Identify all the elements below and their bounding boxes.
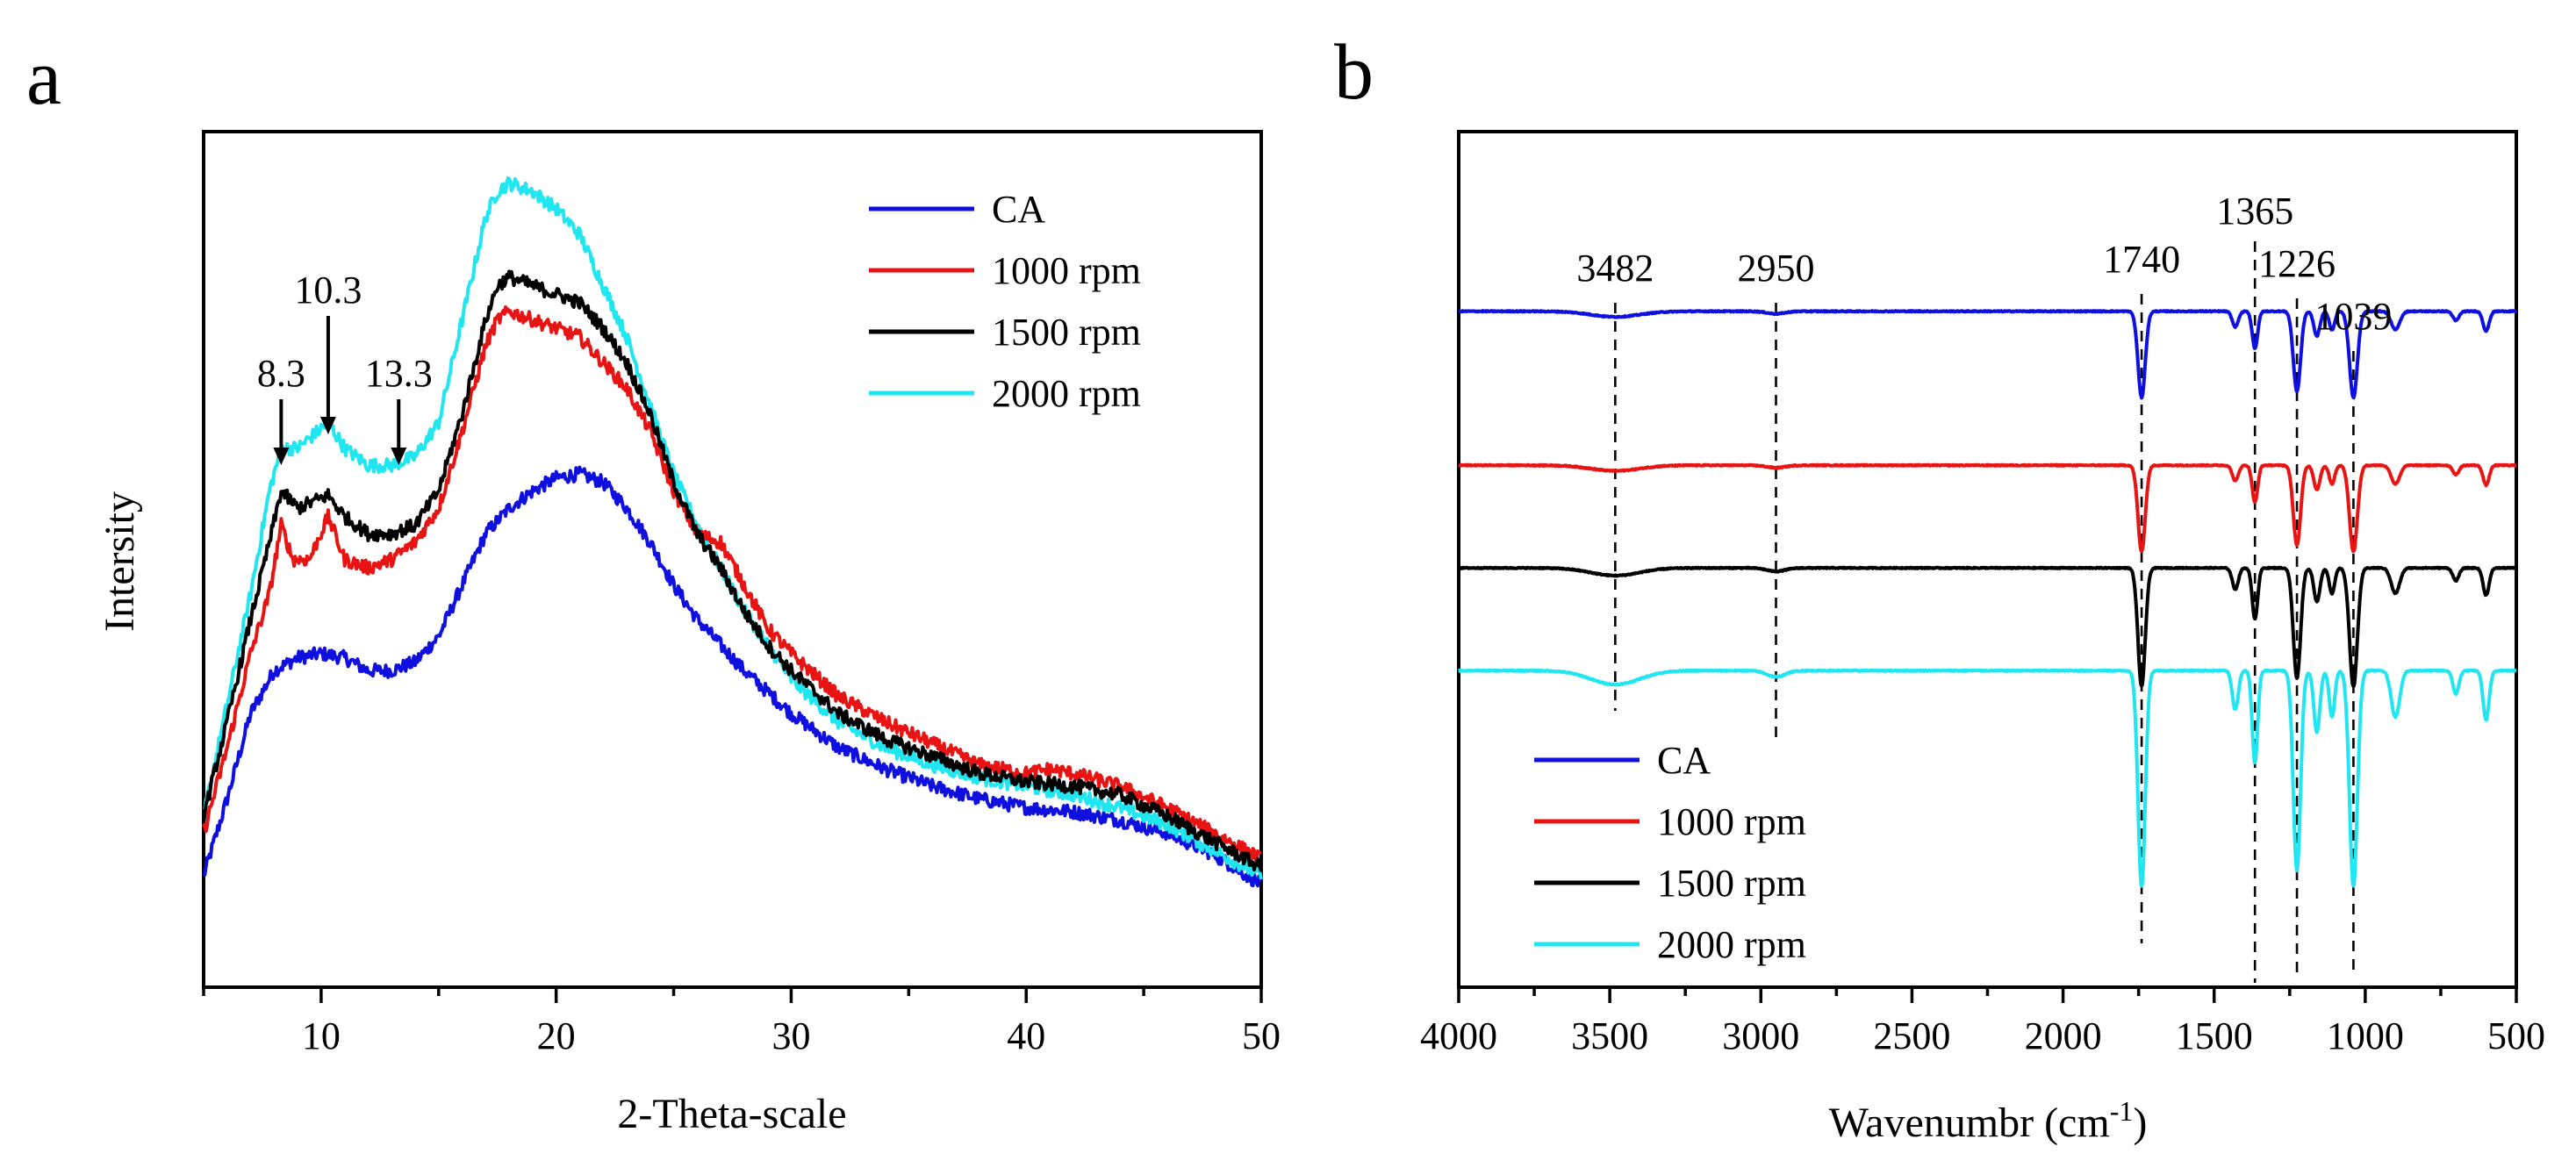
- panel-a: a 10 20 30 40 50 8.3 10.313.3 2-Theta-scale I…: [26, 34, 1281, 1137]
- b-series-2000-rpm: [1457, 668, 2518, 888]
- a-series-ca: [202, 465, 1263, 888]
- panel-a-label: a: [26, 34, 61, 121]
- b-series-1000-rpm: [1457, 462, 2518, 554]
- b-legend-label-1000-rpm: 1000 rpm: [1657, 800, 1806, 843]
- b-xtick-label-3000: 3000: [1722, 1014, 1799, 1057]
- b-peak-label-2950: 2950: [1738, 247, 1815, 290]
- a-series-1500-rpm: [202, 269, 1263, 872]
- b-legend-label-2000-rpm: 2000 rpm: [1657, 923, 1806, 966]
- b-xtick-label-2000: 2000: [2025, 1014, 2102, 1057]
- a-xtick-label-30: 30: [771, 1014, 810, 1057]
- panel-b-ticks: [1457, 987, 2518, 1003]
- a-legend-label-1000-rpm: 1000 rpm: [992, 249, 1141, 292]
- a-arrow-head-8-3: [273, 448, 290, 465]
- b-xtick-label-2500: 2500: [1873, 1014, 1950, 1057]
- a-series-1000-rpm: [202, 305, 1262, 863]
- a-xtick-label-50: 50: [1242, 1014, 1281, 1057]
- a-peak-label-10-3: 10.3: [294, 269, 362, 312]
- panel-a-ylabel: Intersity: [97, 491, 143, 632]
- a-xtick-label-20: 20: [537, 1014, 576, 1057]
- a-xtick-label-10: 10: [302, 1014, 341, 1057]
- panel-a-frame: [202, 130, 1263, 989]
- panel-b-xlabel-close: ): [2133, 1100, 2147, 1146]
- panel-a-tick-labels: 10 20 30 40 50: [302, 1014, 1281, 1057]
- b-xtick-label-1500: 1500: [2176, 1014, 2253, 1057]
- b-xtick-label-3500: 3500: [1571, 1014, 1648, 1057]
- panel-a-xlabel: 2-Theta-scale: [617, 1091, 846, 1137]
- a-peak-label-13-3: 13.3: [365, 352, 433, 395]
- a-series-2000-rpm: [203, 176, 1263, 880]
- panel-a-legend: CA 1000 rpm 1500 rpm 2000 rpm: [869, 188, 1141, 415]
- panel-b-peak-labels: 3482 2950 1740 1365 1226 1039: [1576, 190, 2392, 338]
- b-legend-label-1500-rpm: 1500 rpm: [1657, 862, 1806, 905]
- a-peak-label-8-3: 8.3: [257, 352, 305, 395]
- a-legend-label-1500-rpm: 1500 rpm: [992, 311, 1141, 354]
- b-xtick-label-4000: 4000: [1420, 1014, 1497, 1057]
- panel-a-peak-arrows: 8.3 10.313.3: [257, 269, 433, 465]
- panel-b-xlabel-main: Wavenumbr (cm: [1829, 1100, 2110, 1146]
- b-series-1500-rpm: [1457, 565, 2518, 688]
- panel-b-label: b: [1334, 29, 1374, 116]
- b-series-ca: [1457, 309, 2518, 400]
- panel-a-ticks: [202, 987, 1263, 1003]
- panel-b-xlabel: Wavenumbr (cm-1): [1829, 1095, 2148, 1146]
- b-peak-label-1365: 1365: [2216, 190, 2293, 233]
- a-arrow-head-10-3: [319, 417, 336, 434]
- b-legend-label-ca: CA: [1657, 739, 1711, 782]
- panel-a-series: [202, 176, 1263, 888]
- a-xtick-label-40: 40: [1007, 1014, 1045, 1057]
- panel-b-legend: CA 1000 rpm 1500 rpm 2000 rpm: [1534, 739, 1806, 966]
- a-legend-label-ca: CA: [992, 188, 1045, 231]
- b-peak-label-1740: 1740: [2103, 238, 2180, 281]
- b-xtick-label-1000: 1000: [2327, 1014, 2404, 1057]
- b-peak-label-3482: 3482: [1576, 247, 1654, 290]
- panel-b: b 4000 3500 3000 2500 2000 1500 1000 500 3482 29…: [1334, 29, 2545, 1146]
- b-peak-label-1226: 1226: [2258, 242, 2336, 285]
- panel-b-series: [1457, 309, 2518, 888]
- panel-b-xlabel-sup: -1: [2110, 1095, 2134, 1127]
- panel-b-tick-labels: 4000 3500 3000 2500 2000 1500 1000 500: [1420, 1014, 2545, 1057]
- a-arrow-head-13-3: [391, 448, 407, 465]
- b-peak-label-1039: 1039: [2314, 295, 2392, 338]
- a-legend-label-2000-rpm: 2000 rpm: [992, 372, 1141, 415]
- b-xtick-label-500: 500: [2487, 1014, 2545, 1057]
